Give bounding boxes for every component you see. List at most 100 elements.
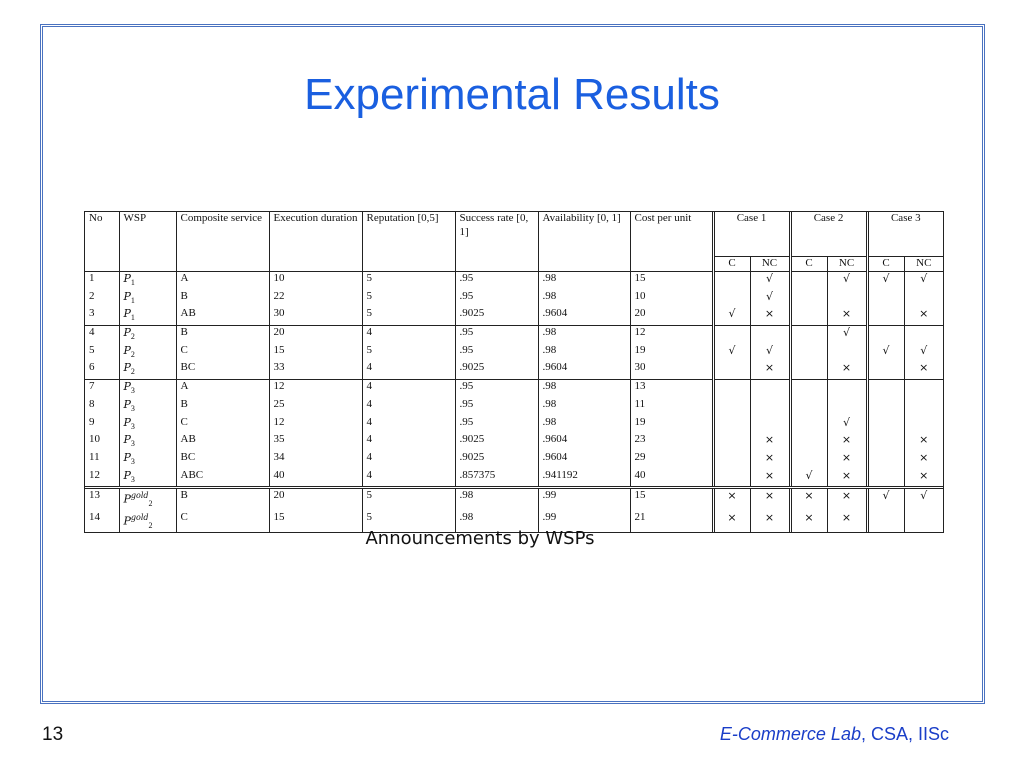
cell-case-2-c xyxy=(788,450,828,469)
cell-reputation: 4 xyxy=(361,468,455,490)
cell-cost: 21 xyxy=(629,510,713,532)
check-mark: √ xyxy=(805,468,813,482)
cell-case-3-c xyxy=(865,397,905,416)
header-case-2: Case 2 xyxy=(788,212,868,257)
cell-no: 14 xyxy=(89,510,100,523)
cell-case-1-nc xyxy=(749,325,791,344)
cell-case-2-nc xyxy=(826,289,868,308)
check-mark: √ xyxy=(920,272,928,285)
cell-case-1-c xyxy=(711,415,750,434)
cell-case-1-c: √ xyxy=(711,307,750,327)
table-row: 11 P3 BC 34 4.9025.9604 29 × × × xyxy=(85,450,944,469)
cell-no: 5 xyxy=(89,343,95,356)
cell-reputation: 5 xyxy=(361,307,455,327)
check-mark: √ xyxy=(843,326,851,340)
wsp-subscript: 3 xyxy=(130,421,135,431)
cross-mark: × xyxy=(919,450,929,464)
cell-case-3-nc: √ xyxy=(903,271,944,290)
cell-case-3-c xyxy=(865,325,905,344)
cell-wsp: Pgold2 xyxy=(118,487,176,511)
footer-lab-name: E-Commerce Lab xyxy=(719,724,861,744)
cell-no: 13 xyxy=(89,489,100,502)
cell-composite-service: AB xyxy=(175,433,269,451)
subheader-case-1-nc: NC xyxy=(749,256,791,272)
cell-case-2-nc: × xyxy=(826,468,868,490)
cell-composite-service: BC xyxy=(175,450,269,469)
cell-execution-duration: 35 xyxy=(268,433,362,451)
cell-availability: .98 xyxy=(537,325,630,344)
cell-composite-service: BC xyxy=(175,361,269,381)
cell-case-1-nc xyxy=(749,415,791,434)
cell-case-1-nc: × xyxy=(749,468,791,490)
wsp-subscript: 2 xyxy=(148,499,153,509)
cell-success-rate: .95 xyxy=(454,271,538,290)
wsp-symbol: P xyxy=(123,433,131,447)
table-row: 5 P2 C 15 5.95.98 19 √ √ √ √ xyxy=(85,343,944,362)
cell-cost: 30 xyxy=(629,361,713,381)
cell-case-1-nc: × xyxy=(749,450,791,469)
cell-case-2-c xyxy=(788,325,828,344)
cell-case-3-nc xyxy=(903,325,944,344)
cell-execution-duration: 10 xyxy=(268,271,362,290)
check-mark: √ xyxy=(766,272,774,285)
cell-cost: 20 xyxy=(629,307,713,327)
cell-case-1-nc: √ xyxy=(749,271,791,290)
cross-mark: × xyxy=(841,489,852,503)
cell-case-2-nc: √ xyxy=(826,325,868,344)
check-mark: √ xyxy=(920,489,928,503)
cell-case-3-c: √ xyxy=(865,487,905,511)
cell-case-3-nc xyxy=(903,289,944,308)
cell-availability: .98 xyxy=(537,379,630,398)
cell-reputation: 4 xyxy=(361,361,455,381)
cross-mark: × xyxy=(764,433,775,447)
cell-case-1-c: √ xyxy=(711,343,750,362)
cell-composite-service: C xyxy=(175,343,269,362)
cell-case-1-c: × xyxy=(711,510,750,532)
cell-reputation: 5 xyxy=(361,289,455,308)
cross-mark: × xyxy=(804,510,814,524)
check-mark: √ xyxy=(766,343,774,357)
cell-success-rate: .95 xyxy=(454,289,538,308)
cell-case-2-c xyxy=(788,415,828,434)
cell-case-2-c xyxy=(788,343,828,362)
cell-case-3-c xyxy=(865,307,905,327)
cell-availability: .941192 xyxy=(537,468,630,490)
cell-no: 11 xyxy=(89,450,100,463)
cross-mark: × xyxy=(764,361,775,375)
cell-availability: .98 xyxy=(537,397,630,416)
cell-reputation: 4 xyxy=(361,379,455,398)
cell-case-3-c xyxy=(865,361,905,381)
cell-case-3-nc: √ xyxy=(903,343,944,362)
cross-mark: × xyxy=(764,307,775,321)
wsp-symbol: P xyxy=(123,380,131,394)
wsp-subscript: 1 xyxy=(130,313,135,323)
cell-case-1-nc: × xyxy=(749,510,791,532)
cell-wsp: P2 xyxy=(118,325,176,344)
cell-case-3-nc: × xyxy=(903,361,944,381)
table-row: 7 P3 A 12 4.95.98 13 xyxy=(85,379,944,398)
cell-availability: .9604 xyxy=(537,361,630,381)
cell-case-1-nc xyxy=(749,379,791,398)
check-mark: √ xyxy=(920,343,928,357)
page-number: 13 xyxy=(42,724,64,745)
cell-no: 6 xyxy=(85,361,119,381)
header-availability: Availability [0, 1] xyxy=(537,212,630,272)
header-case-3: Case 3 xyxy=(865,212,944,257)
results-body: 1 P1 A 10 5.95.98 15 √ √ √ √ 2 P1 B 22 5.95.98 10 √ 3 P1 AB… xyxy=(85,271,944,532)
cross-mark: × xyxy=(841,450,852,464)
cell-cost: 11 xyxy=(629,397,713,416)
cell-success-rate: .98 xyxy=(454,510,538,532)
cell-composite-service: B xyxy=(175,397,269,416)
table-row: 6 P2 BC 33 4.9025.9604 30 × × × xyxy=(85,361,944,381)
cell-case-3-nc xyxy=(903,379,944,398)
cell-availability: .9604 xyxy=(537,450,630,469)
cell-composite-service: AB xyxy=(175,307,269,327)
cell-execution-duration: 20 xyxy=(268,325,362,344)
cell-case-2-c xyxy=(788,397,828,416)
footer-affiliation: E-Commerce Lab, CSA, IISc xyxy=(720,724,949,745)
cell-reputation: 5 xyxy=(361,510,455,532)
cell-wsp: Pgold2 xyxy=(118,510,176,532)
cell-reputation: 4 xyxy=(361,450,455,469)
cell-wsp: P2 xyxy=(118,343,176,362)
cell-case-2-c xyxy=(788,307,828,327)
